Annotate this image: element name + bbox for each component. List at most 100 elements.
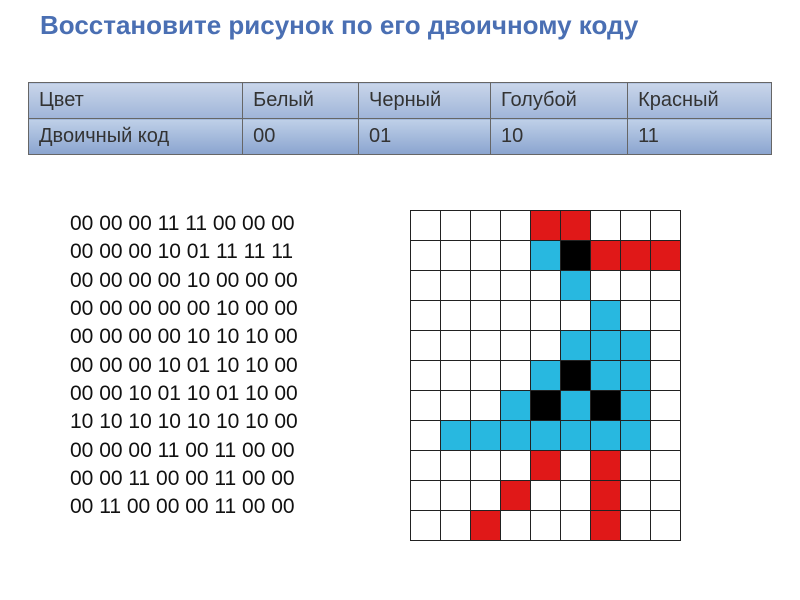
grid-cell [501, 361, 531, 391]
legend-header-row: Цвет Белый Черный Голубой Красный [29, 83, 772, 119]
slide-title: Восстановите рисунок по его двоичному ко… [40, 10, 760, 41]
grid-cell [651, 481, 681, 511]
grid-cell [561, 451, 591, 481]
grid-cell [501, 241, 531, 271]
grid-cell [531, 211, 561, 241]
grid-cell [621, 421, 651, 451]
grid-row [411, 421, 681, 451]
grid-cell [531, 271, 561, 301]
grid-cell [531, 451, 561, 481]
grid-cell [561, 301, 591, 331]
grid-cell [591, 211, 621, 241]
grid-cell [471, 361, 501, 391]
grid-cell [621, 211, 651, 241]
grid-cell [501, 331, 531, 361]
grid-cell [531, 331, 561, 361]
grid-row [411, 391, 681, 421]
grid-cell [561, 391, 591, 421]
grid-cell [621, 451, 651, 481]
grid-cell [591, 331, 621, 361]
grid-cell [441, 241, 471, 271]
grid-cell [651, 241, 681, 271]
grid-cell [471, 241, 501, 271]
grid-cell [531, 241, 561, 271]
grid-cell [411, 271, 441, 301]
grid-row [411, 481, 681, 511]
grid-cell [441, 301, 471, 331]
grid-cell [411, 361, 441, 391]
grid-cell [561, 511, 591, 541]
grid-cell [411, 511, 441, 541]
grid-cell [561, 241, 591, 271]
legend-col-code-3: 11 [628, 119, 772, 155]
grid-row [411, 271, 681, 301]
grid-cell [591, 511, 621, 541]
grid-cell [531, 361, 561, 391]
grid-cell [621, 301, 651, 331]
grid-cell [591, 301, 621, 331]
grid-row [411, 241, 681, 271]
grid-cell [411, 421, 441, 451]
grid-cell [591, 391, 621, 421]
grid-cell [411, 211, 441, 241]
grid-cell [651, 361, 681, 391]
legend-row1-label: Цвет [29, 83, 243, 119]
grid-cell [621, 391, 651, 421]
grid-cell [591, 361, 621, 391]
grid-cell [411, 301, 441, 331]
legend-row2-label: Двоичный код [29, 119, 243, 155]
grid-cell [411, 451, 441, 481]
grid-cell [471, 271, 501, 301]
grid-cell [501, 301, 531, 331]
grid-cell [591, 451, 621, 481]
legend-col-name-1: Черный [359, 83, 491, 119]
legend-table: Цвет Белый Черный Голубой Красный Двоичн… [28, 82, 772, 155]
binary-code-list: 00 00 00 11 11 00 00 00 00 00 00 10 01 1… [70, 210, 298, 522]
grid-cell [531, 391, 561, 421]
grid-cell [471, 301, 501, 331]
grid-row [411, 361, 681, 391]
grid-cell [621, 241, 651, 271]
grid-cell [441, 211, 471, 241]
grid-cell [651, 421, 681, 451]
grid-cell [621, 361, 651, 391]
legend-value-row: Двоичный код 00 01 10 11 [29, 119, 772, 155]
grid-cell [471, 211, 501, 241]
grid-cell [561, 361, 591, 391]
grid-row [411, 301, 681, 331]
grid-row [411, 451, 681, 481]
grid-cell [501, 211, 531, 241]
grid-cell [531, 481, 561, 511]
pixel-grid-wrap [410, 210, 681, 541]
grid-cell [501, 481, 531, 511]
grid-cell [501, 511, 531, 541]
legend-col-code-0: 00 [243, 119, 359, 155]
grid-cell [501, 451, 531, 481]
grid-cell [441, 421, 471, 451]
grid-cell [501, 271, 531, 301]
grid-cell [651, 301, 681, 331]
grid-cell [441, 481, 471, 511]
grid-cell [471, 511, 501, 541]
grid-cell [561, 421, 591, 451]
grid-cell [561, 271, 591, 301]
grid-cell [621, 511, 651, 541]
grid-row [411, 331, 681, 361]
grid-cell [471, 391, 501, 421]
grid-row [411, 511, 681, 541]
grid-cell [591, 241, 621, 271]
grid-cell [651, 391, 681, 421]
grid-cell [531, 301, 561, 331]
grid-row [411, 211, 681, 241]
grid-cell [441, 511, 471, 541]
legend-col-code-2: 10 [490, 119, 627, 155]
grid-cell [471, 331, 501, 361]
grid-cell [411, 331, 441, 361]
grid-cell [501, 391, 531, 421]
grid-cell [561, 211, 591, 241]
grid-cell [621, 481, 651, 511]
grid-cell [441, 451, 471, 481]
grid-cell [441, 331, 471, 361]
legend-col-name-0: Белый [243, 83, 359, 119]
grid-cell [411, 241, 441, 271]
